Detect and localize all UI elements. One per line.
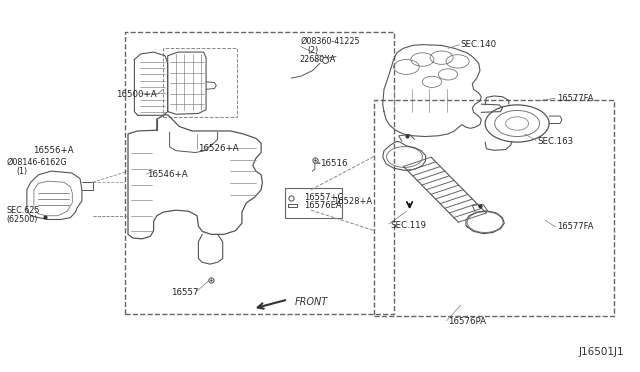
Bar xyxy=(163,48,237,117)
Text: 16500+A: 16500+A xyxy=(116,90,157,99)
Text: (62500): (62500) xyxy=(6,215,38,224)
Text: 16577FA: 16577FA xyxy=(557,222,593,231)
Text: 16526+A: 16526+A xyxy=(198,144,239,153)
Text: 16546+A: 16546+A xyxy=(147,170,188,179)
Text: 16576EA: 16576EA xyxy=(304,201,342,210)
Text: 16516: 16516 xyxy=(320,159,348,168)
Text: SEC.163: SEC.163 xyxy=(538,137,573,146)
Bar xyxy=(285,188,342,218)
Bar xyxy=(374,100,614,316)
Text: J16501J1: J16501J1 xyxy=(579,347,624,357)
Text: 16576PA: 16576PA xyxy=(448,317,486,326)
Text: 22680XA: 22680XA xyxy=(300,55,336,64)
Text: SEC.625: SEC.625 xyxy=(6,206,40,215)
Text: (2): (2) xyxy=(307,46,319,55)
Text: 16557+C: 16557+C xyxy=(304,193,343,202)
Text: SEC.140: SEC.140 xyxy=(461,40,497,49)
Text: 16557: 16557 xyxy=(171,288,198,296)
Text: Ø08360-41225: Ø08360-41225 xyxy=(301,36,360,45)
Text: SEC.119: SEC.119 xyxy=(390,221,426,230)
Bar xyxy=(125,32,394,314)
Text: 16528+A: 16528+A xyxy=(333,197,372,206)
Text: 16556+A: 16556+A xyxy=(33,146,74,155)
Text: (1): (1) xyxy=(16,167,27,176)
Text: 16577FA: 16577FA xyxy=(557,94,593,103)
Text: FRONT: FRONT xyxy=(294,297,328,307)
Text: Ø08146-6162G: Ø08146-6162G xyxy=(6,157,67,166)
